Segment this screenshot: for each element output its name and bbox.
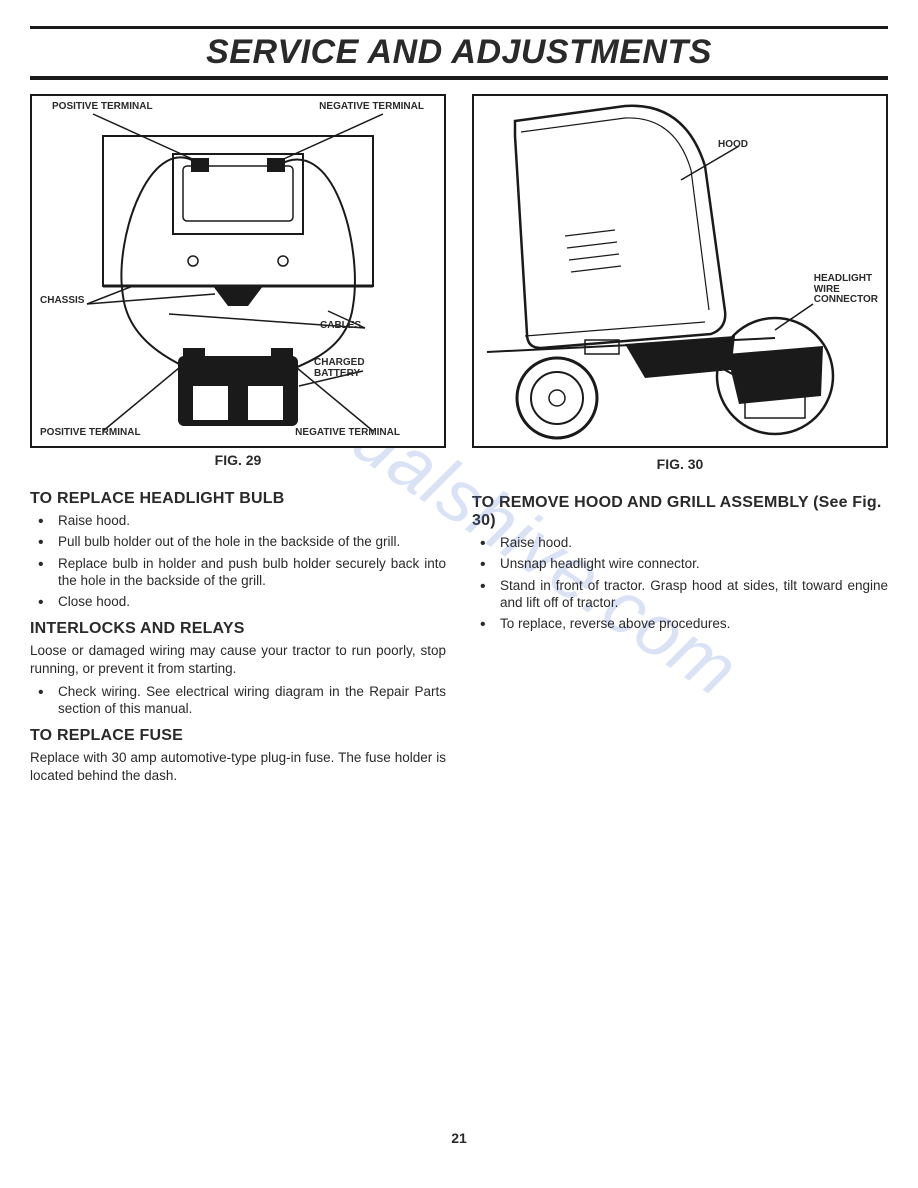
fig30-caption: FIG. 30 (472, 456, 888, 472)
list-item: Check wiring. See electrical wiring diag… (30, 683, 446, 718)
rule-mid (30, 76, 888, 80)
heading-replace-fuse: TO REPLACE FUSE (30, 727, 446, 745)
label-chassis: CHASSIS (40, 296, 84, 307)
page-title: SERVICE AND ADJUSTMENTS (30, 33, 888, 72)
fuse-text: Replace with 30 amp automotive-type plug… (30, 749, 446, 784)
bulb-steps: Raise hood. Pull bulb holder out of the … (30, 512, 446, 610)
right-column: HOOD HEADLIGHT WIRE CONNECTOR FIG. 30 TO… (472, 94, 888, 790)
hood-steps: Raise hood. Unsnap headlight wire connec… (472, 534, 888, 632)
label-pos-term-top: POSITIVE TERMINAL (52, 102, 153, 113)
heading-remove-hood: TO REMOVE HOOD AND GRILL ASSEMBLY (See F… (472, 494, 888, 530)
figure-30: HOOD HEADLIGHT WIRE CONNECTOR (472, 94, 888, 448)
list-item: Raise hood. (472, 534, 888, 551)
rule-top (30, 26, 888, 29)
label-neg-term-top: NEGATIVE TERMINAL (319, 102, 424, 113)
label-charged-battery: CHARGED BATTERY (314, 358, 365, 379)
list-item: Replace bulb in holder and push bulb hol… (30, 555, 446, 590)
heading-interlocks: INTERLOCKS AND RELAYS (30, 620, 446, 638)
label-pos-term-bot: POSITIVE TERMINAL (40, 428, 141, 439)
content-columns: POSITIVE TERMINAL NEGATIVE TERMINAL CHAS… (30, 94, 888, 790)
left-column: POSITIVE TERMINAL NEGATIVE TERMINAL CHAS… (30, 94, 446, 790)
label-hood: HOOD (718, 140, 748, 151)
list-item: Close hood. (30, 593, 446, 610)
interlocks-steps: Check wiring. See electrical wiring diag… (30, 683, 446, 718)
list-item: Raise hood. (30, 512, 446, 529)
label-headlight-connector: HEADLIGHT WIRE CONNECTOR (814, 274, 878, 306)
label-neg-term-bot: NEGATIVE TERMINAL (295, 428, 400, 439)
interlocks-text: Loose or damaged wiring may cause your t… (30, 642, 446, 677)
list-item: To replace, reverse above procedures. (472, 615, 888, 632)
fig29-caption: FIG. 29 (30, 452, 446, 468)
label-cables: CABLES (320, 321, 361, 332)
list-item: Pull bulb holder out of the hole in the … (30, 533, 446, 550)
page-number: 21 (30, 1130, 888, 1146)
list-item: Unsnap headlight wire connector. (472, 555, 888, 572)
list-item: Stand in front of tractor. Grasp hood at… (472, 577, 888, 612)
figure-29: POSITIVE TERMINAL NEGATIVE TERMINAL CHAS… (30, 94, 446, 448)
heading-replace-bulb: TO REPLACE HEADLIGHT BULB (30, 490, 446, 508)
